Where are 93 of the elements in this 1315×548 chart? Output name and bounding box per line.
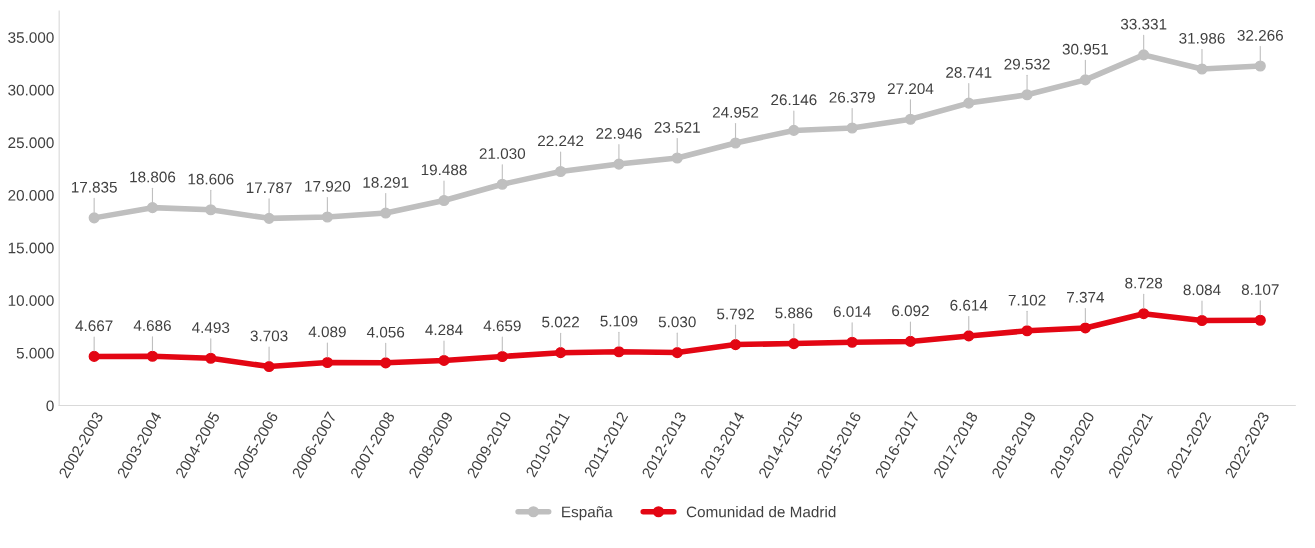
y-tick-label: 10.000 [8,295,54,306]
point [671,347,683,359]
point [963,97,975,109]
point [321,211,333,223]
data-label: 4.667 [75,320,113,332]
data-label: 5.109 [600,315,638,327]
point [671,152,683,164]
point [846,336,858,348]
data-label: 17.835 [71,181,117,193]
point [729,137,742,149]
point [1021,89,1033,101]
point [1079,322,1091,334]
data-label: 8.728 [1125,277,1163,289]
point [1138,308,1150,320]
point [263,212,275,224]
data-label: 26.379 [829,91,875,103]
point [146,350,159,362]
point [1021,325,1033,337]
data-label: 22.946 [596,128,642,139]
point [613,158,625,170]
point [496,178,508,190]
data-label: 4.284 [425,324,463,336]
point [1079,74,1091,86]
y-tick-label: 15.000 [8,242,54,254]
data-label: 4.659 [483,320,521,332]
point [438,194,450,207]
data-label: 29.532 [1004,58,1050,70]
point [88,212,100,224]
point [1138,49,1150,61]
y-tick-label: 0 [46,400,54,412]
data-label: 7.374 [1067,291,1105,303]
data-label: 27.204 [887,83,934,95]
point [555,347,567,359]
data-label: 8.084 [1183,284,1221,296]
point [1196,63,1208,75]
data-label: 19.488 [421,164,467,176]
data-label: 4.686 [133,320,171,331]
point [963,330,975,342]
point [555,165,567,178]
data-label: 4.056 [366,326,405,338]
point [1254,60,1266,72]
data-label: 17.920 [305,180,351,192]
data-label: 8.107 [1241,284,1279,295]
point [205,204,217,216]
data-label: 33.331 [1120,18,1167,30]
point [1254,314,1266,326]
y-tick-label: 30.000 [8,84,54,96]
point [613,346,625,358]
data-label: 30.951 [1062,43,1108,55]
y-tick-label: 25.000 [8,137,54,149]
data-label: 5.792 [717,308,754,320]
point [788,124,800,136]
data-label: 28.741 [946,67,992,78]
data-label: 5.886 [775,307,813,319]
data-label: 18.291 [363,177,409,188]
data-label: 32.266 [1237,29,1283,41]
data-label: 6.614 [950,299,988,311]
data-label: 21.030 [479,148,526,160]
data-label: 6.092 [892,305,929,317]
data-label: 18.606 [188,173,234,185]
data-label: 26.146 [771,94,817,106]
data-label: 24.952 [712,106,759,118]
data-label: 4.493 [192,322,230,333]
point [321,356,333,369]
point [1196,314,1208,327]
y-tick-label: 35.000 [8,32,54,43]
point [904,335,917,347]
y-tick-label: 5.000 [16,347,54,359]
point [729,339,742,351]
point [380,357,392,369]
point [438,354,450,367]
data-label: 5.030 [658,316,696,328]
point [904,113,917,125]
data-label: 18.806 [130,171,176,183]
data-label: 3.703 [250,330,288,342]
data-label: 23.521 [654,121,700,133]
data-label: 6.014 [833,306,871,317]
point [205,352,217,364]
y-tick-label: 20.000 [8,189,54,201]
legend-label: Comunidad de Madrid [686,506,836,518]
point [496,350,508,363]
point [263,361,275,373]
point [846,122,858,134]
point [788,338,800,350]
data-label: 7.102 [1008,294,1046,306]
data-label: 5.022 [542,316,579,328]
data-label: 31.986 [1179,32,1225,44]
point [380,207,392,219]
data-label: 22.242 [538,135,584,147]
data-label: 17.787 [246,182,292,194]
data-label: 4.089 [308,326,346,338]
legend-label: España [562,506,613,521]
point [88,350,100,362]
